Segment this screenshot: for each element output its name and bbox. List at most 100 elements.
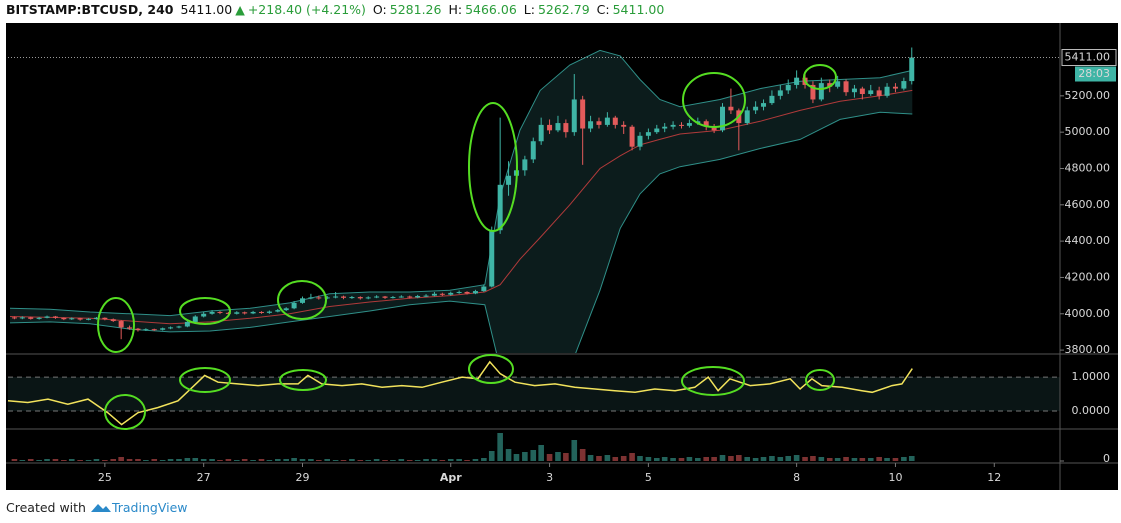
candle-body <box>341 296 347 298</box>
volume-bar <box>901 457 907 461</box>
candle-body <box>555 123 561 131</box>
volume-tick-label: 0 <box>1103 452 1110 465</box>
candle-body <box>168 327 174 329</box>
volume-bar <box>497 433 503 461</box>
annotation-circle <box>805 369 835 391</box>
candle-body <box>686 123 692 126</box>
volume-bar <box>752 458 759 461</box>
volume-bar <box>143 460 149 461</box>
oscillator-tick-label: 1.0000 <box>1072 370 1111 383</box>
candle-body <box>637 135 643 147</box>
volume-bar <box>843 457 849 461</box>
volume-bar <box>373 459 380 461</box>
candle-body <box>234 312 240 314</box>
candle-body <box>118 321 124 328</box>
candle-body <box>300 298 306 303</box>
volume-bar <box>719 455 726 461</box>
volume-bar <box>431 459 438 461</box>
volume-bar <box>818 457 825 461</box>
last-price-tag <box>1061 49 1117 67</box>
candle-body <box>316 297 322 299</box>
y-tick-label: 4600.00 <box>1065 198 1111 211</box>
o-value: 5281.26 <box>389 2 442 17</box>
candle-body <box>538 124 544 142</box>
volume-bar <box>85 460 92 461</box>
volume-bar <box>834 458 841 461</box>
candle-body <box>810 84 816 100</box>
volume-bar <box>283 459 289 461</box>
candle-body <box>720 106 726 131</box>
band-mid <box>9 89 913 325</box>
candle-body <box>506 175 512 185</box>
volume-bar <box>11 459 18 461</box>
volume-bar <box>826 458 833 461</box>
candle-body <box>588 121 594 129</box>
arrow: ▲ <box>235 2 245 17</box>
band-fill <box>10 50 913 353</box>
volume-bar <box>876 457 882 461</box>
volume-bar <box>44 459 50 461</box>
candle-body <box>390 297 396 299</box>
volume-bar <box>645 457 652 461</box>
candle-body <box>868 90 874 95</box>
volume-bar <box>546 454 553 461</box>
candle-body <box>86 318 92 320</box>
x-tick-label: 29 <box>296 471 310 484</box>
volume-bar <box>291 458 297 461</box>
volume-bar <box>414 460 421 461</box>
candle-body <box>835 81 841 87</box>
volume-bar <box>571 440 578 461</box>
volume-bar <box>777 457 784 461</box>
volume-bar <box>538 445 544 461</box>
oscillator-tick-label: 0.0000 <box>1072 404 1111 417</box>
candle-body <box>909 57 915 82</box>
volume-bar <box>851 458 858 461</box>
candle-body <box>596 121 602 125</box>
volume-bar <box>406 460 413 461</box>
change: +218.40 (+4.21%) <box>247 2 366 17</box>
volume-bar <box>637 456 643 461</box>
volume-bar <box>68 459 75 461</box>
volume-bar <box>703 457 710 461</box>
candle-body <box>143 329 149 331</box>
candle-body <box>349 297 355 299</box>
o-label: O: <box>372 2 387 17</box>
candle-body <box>242 312 248 314</box>
candle-body <box>563 123 569 133</box>
last-price: 5411.00 <box>180 2 233 17</box>
oscillator-range <box>8 377 1060 412</box>
y-tick-label: 4000.00 <box>1065 307 1111 320</box>
candle-body <box>472 291 478 294</box>
l-value: 5262.79 <box>537 2 590 17</box>
y-tick-label: 4800.00 <box>1065 161 1111 174</box>
volume-bar <box>810 456 816 461</box>
candle-body <box>110 319 116 322</box>
volume-bar <box>670 458 676 461</box>
y-tick-label: 4200.00 <box>1065 270 1111 283</box>
candle-body <box>266 311 272 313</box>
volume-bar <box>36 460 42 461</box>
volume-bar <box>769 456 775 461</box>
candle-body <box>102 317 108 320</box>
volume-bar <box>695 458 701 461</box>
candle-body <box>19 317 25 319</box>
candle-body <box>794 77 800 85</box>
candle-body <box>275 310 281 312</box>
candle-body <box>547 124 553 131</box>
annotation-circle <box>468 354 514 384</box>
volume-bar <box>522 452 528 461</box>
candle-body <box>612 117 618 125</box>
band-lower <box>9 111 913 353</box>
candle-body <box>291 302 297 309</box>
candle-body <box>333 296 339 298</box>
volume-bar <box>587 455 594 461</box>
candle-body <box>489 230 495 287</box>
c-label: C: <box>596 2 610 17</box>
candle-body <box>621 124 627 127</box>
candle-body <box>629 126 635 147</box>
candle-body <box>439 293 445 295</box>
volume-bar <box>357 460 364 461</box>
volume-bar <box>661 457 668 461</box>
volume-bar <box>241 459 248 461</box>
candle-body <box>382 296 388 298</box>
